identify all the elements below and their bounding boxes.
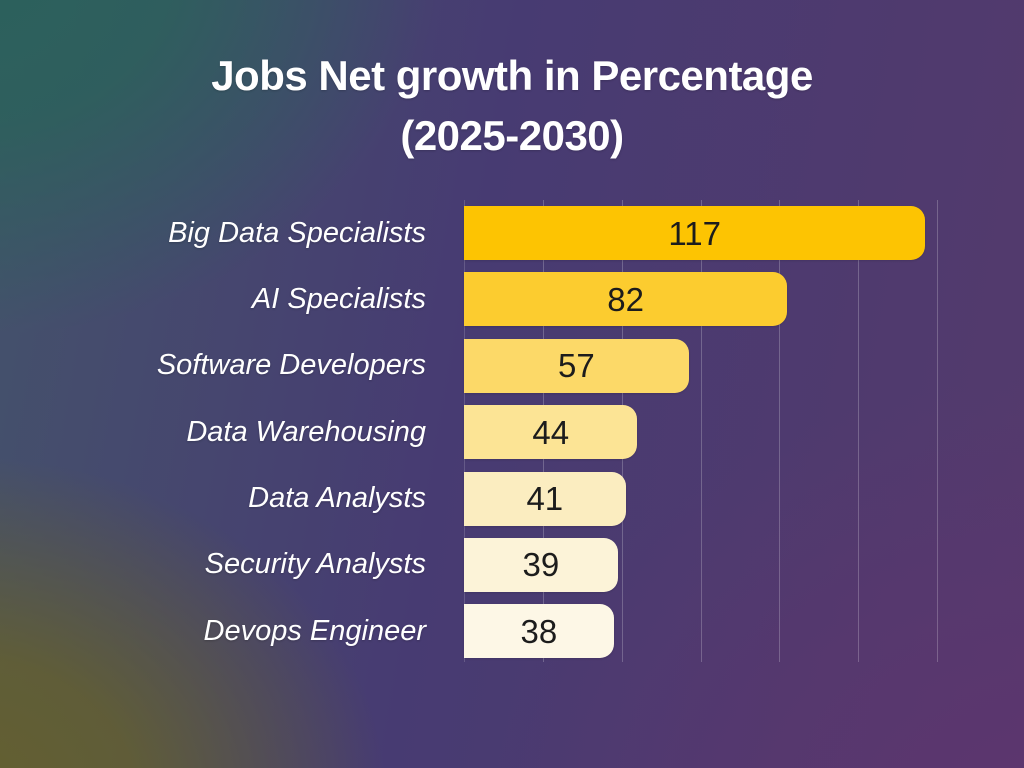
bar: 44 <box>464 405 638 460</box>
chart-title-line1: Jobs Net growth in Percentage <box>211 52 813 99</box>
chart-rows: Big Data Specialists 117 AI Specialists … <box>0 206 1024 671</box>
bar-track: 57 <box>464 338 1024 393</box>
category-label: Security Analysts <box>204 548 426 581</box>
bar-value-label: 39 <box>522 546 560 584</box>
chart-row: AI Specialists 82 <box>0 272 1024 327</box>
bar: 39 <box>464 537 618 592</box>
category-label: Data Analysts <box>248 482 426 515</box>
category-label: AI Specialists <box>251 282 426 315</box>
chart-title-line2: (2025-2030) <box>400 112 624 159</box>
category-label: Software Developers <box>156 349 426 382</box>
bar-value-label: 38 <box>520 612 558 650</box>
bar-track: 41 <box>464 471 1024 526</box>
bar-track: 44 <box>464 405 1024 460</box>
bar-track: 38 <box>464 604 1024 659</box>
chart-row: Devops Engineer 38 <box>0 604 1024 659</box>
bar: 117 <box>464 206 926 260</box>
chart-row: Data Analysts 41 <box>0 471 1024 526</box>
chart-row: Big Data Specialists 117 <box>0 206 1024 260</box>
bar-value-label: 82 <box>607 280 644 318</box>
category-label: Data Warehousing <box>186 415 426 448</box>
bar: 82 <box>464 272 788 327</box>
bar: 41 <box>464 471 626 526</box>
bar-value-label: 57 <box>558 347 595 385</box>
bar-track: 82 <box>464 272 1024 327</box>
bar-value-label: 44 <box>532 413 570 451</box>
bar-track: 39 <box>464 537 1024 592</box>
bar-track: 117 <box>464 206 1024 260</box>
chart-row: Data Warehousing 44 <box>0 405 1024 460</box>
bar: 57 <box>464 338 689 393</box>
chart-row: Security Analysts 39 <box>0 537 1024 592</box>
category-label: Big Data Specialists <box>168 216 426 249</box>
chart-title: Jobs Net growth in Percentage (2025-2030… <box>0 46 1024 166</box>
category-label: Devops Engineer <box>203 614 426 647</box>
bar: 38 <box>464 604 614 659</box>
chart-header: Jobs Net growth in Percentage (2025-2030… <box>0 46 1024 166</box>
chart-row: Software Developers 57 <box>0 338 1024 393</box>
bar-value-label: 117 <box>668 214 721 252</box>
bar-value-label: 41 <box>526 480 564 518</box>
